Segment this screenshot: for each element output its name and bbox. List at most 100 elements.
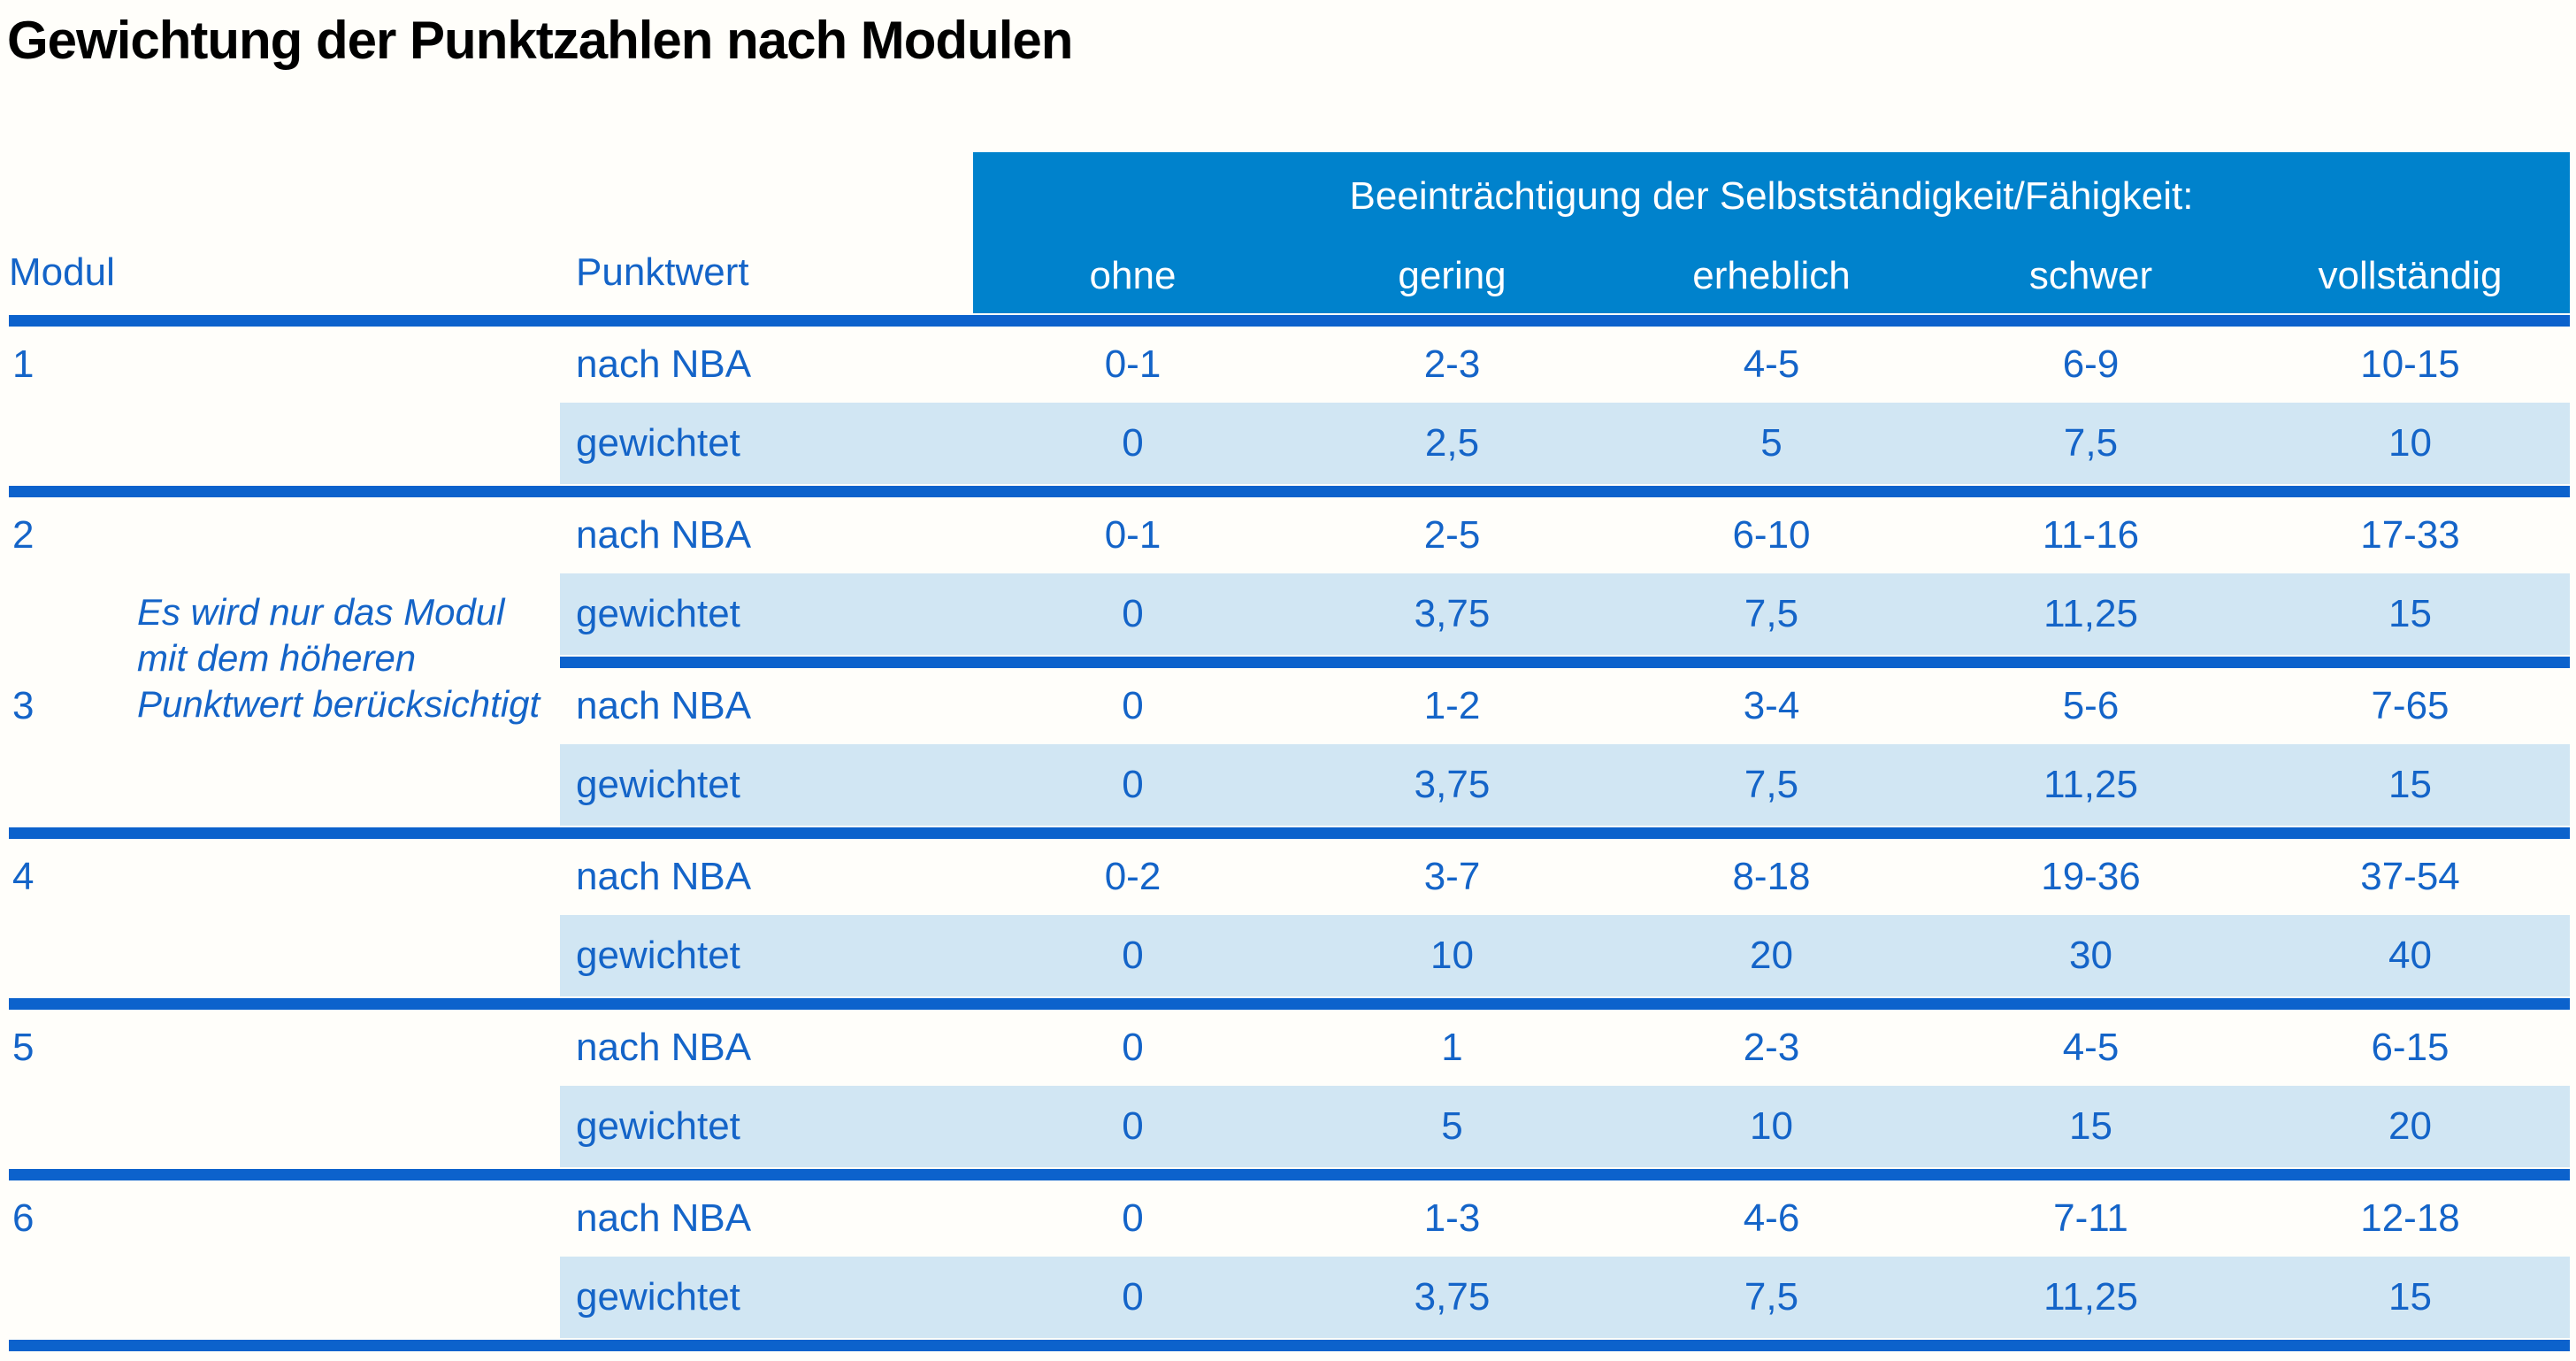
module-4-weighted-schwer: 30 — [1931, 915, 2250, 996]
module-5-nba-vollständig: 6-15 — [2371, 1026, 2450, 1069]
module-5-weighted-vollständig: 20 — [2250, 1086, 2570, 1167]
severity-header-erheblich: erheblich — [1692, 254, 1851, 297]
module-4-number-spacer — [9, 915, 560, 996]
module-3-nba-erheblich: 3-4 — [1743, 684, 1800, 727]
module-1-weighted-ohne: 0 — [973, 403, 1292, 484]
table-header-row: Modul Punktwert Beeinträchtigung der Sel… — [9, 152, 2570, 313]
module-6-block: 6 nach NBA 0 1-3 4-6 7-11 12-18 gewichtet 0 3,75 7… — [9, 1180, 2570, 1338]
module-5-weighted-row: gewichtet 0 5 10 15 20 — [9, 1086, 2570, 1167]
module-4-nba-gering: 3-7 — [1423, 855, 1481, 898]
module-6-weighted-schwer: 11,25 — [1931, 1257, 2250, 1338]
severity-header-row: ohne gering erheblich schwer vollständig — [973, 253, 2570, 299]
module-1-nba-gering: 2-3 — [1423, 342, 1481, 386]
module-6-nba-ohne: 0 — [1122, 1196, 1144, 1240]
module-6-weighted-gering: 3,75 — [1292, 1257, 1612, 1338]
module-5-number-spacer — [9, 1086, 560, 1167]
module-3-number-spacer — [9, 744, 560, 826]
module-2-nba-vollständig: 17-33 — [2360, 513, 2460, 557]
module-1-nba-vollständig: 10-15 — [2360, 342, 2460, 386]
module-2-weighted-vollständig: 15 — [2250, 573, 2570, 655]
module-4-weighted-label: gewichtet — [560, 915, 973, 996]
module-3-number: 3 — [12, 684, 34, 727]
module-1-weighted-gering: 2,5 — [1292, 403, 1612, 484]
module-5-block: 5 nach NBA 0 1 2-3 4-5 6-15 gewichtet 0 5 10 15 20 — [9, 1010, 2570, 1167]
module-5-separator-rule — [9, 1169, 2570, 1180]
module-3-nba-label: nach NBA — [576, 684, 752, 727]
module-5-weighted-label: gewichtet — [560, 1086, 973, 1167]
severity-header-gering: gering — [1398, 254, 1506, 297]
module-5-weighted-gering: 5 — [1292, 1086, 1612, 1167]
module-5-number: 5 — [12, 1026, 34, 1069]
module-4-weighted-vollständig: 40 — [2250, 915, 2570, 996]
module-5-nba-gering: 1 — [1441, 1026, 1463, 1069]
module-3-weighted-label: gewichtet — [560, 744, 973, 826]
module-6-nba-schwer: 7-11 — [2053, 1196, 2128, 1240]
module-4-nba-ohne: 0-2 — [1104, 855, 1162, 898]
note-line: mit dem höheren — [137, 637, 417, 679]
header-separator-rule — [9, 315, 2570, 327]
module-1-weighted-vollständig: 10 — [2250, 403, 2570, 484]
module-4-weighted-ohne: 0 — [973, 915, 1292, 996]
severity-header-vollständig: vollständig — [2318, 254, 2503, 297]
module-1-nba-ohne: 0-1 — [1104, 342, 1162, 386]
module-1-weighted-label: gewichtet — [560, 403, 973, 484]
module-6-nba-erheblich: 4-6 — [1743, 1196, 1800, 1240]
module-5-nba-row: 5 nach NBA 0 1 2-3 4-5 6-15 — [9, 1010, 2570, 1086]
note-line: Punktwert berücksichtigt — [137, 683, 540, 725]
module-6-weighted-vollständig: 15 — [2250, 1257, 2570, 1338]
module-6-weighted-ohne: 0 — [973, 1257, 1292, 1338]
severity-header-ohne: ohne — [1089, 254, 1177, 297]
module-6-nba-row: 6 nach NBA 0 1-3 4-6 7-11 12-18 — [9, 1180, 2570, 1257]
module-3-weighted-schwer: 11,25 — [1931, 744, 2250, 826]
page-title: Gewichtung der Punktzahlen nach Modulen — [7, 11, 1073, 70]
column-header-punktwert: Punktwert — [576, 250, 749, 294]
module-4-number: 4 — [12, 855, 34, 898]
module-rows: 1 nach NBA 0-1 2-3 4-5 6-9 10-15 gewichtet 0 2,5 5… — [9, 327, 2570, 1351]
module-2-weighted-row: gewichtet 0 3,75 7,5 11,25 15 — [9, 573, 2570, 655]
module-5-nba-schwer: 4-5 — [2062, 1026, 2120, 1069]
module-1-nba-erheblich: 4-5 — [1743, 342, 1800, 386]
module-6-number: 6 — [12, 1196, 34, 1240]
module-2-nba-row: 2 nach NBA 0-1 2-5 6-10 11-16 17-33 — [9, 497, 2570, 573]
module-6-number-spacer — [9, 1257, 560, 1338]
weighting-table: Modul Punktwert Beeinträchtigung der Sel… — [9, 152, 2570, 1351]
module-4-nba-vollständig: 37-54 — [2360, 855, 2460, 898]
module-3-nba-schwer: 5-6 — [2062, 684, 2120, 727]
module-5-nba-ohne: 0 — [1122, 1026, 1144, 1069]
module-1-number: 1 — [12, 342, 34, 386]
module-3-nba-vollständig: 7-65 — [2371, 684, 2450, 727]
module-2-weighted-schwer: 11,25 — [1931, 573, 2250, 655]
severity-group-header-box: Beeinträchtigung der Selbstständigkeit/F… — [973, 152, 2570, 313]
module-3-nba-ohne: 0 — [1122, 684, 1144, 727]
module-5-nba-erheblich: 2-3 — [1743, 1026, 1800, 1069]
module-2-3-note: Es wird nur das Modul mit dem höheren Pu… — [137, 589, 597, 727]
module-1-nba-label: nach NBA — [576, 342, 752, 386]
module-5-weighted-schwer: 15 — [1931, 1086, 2250, 1167]
module-3-weighted-vollständig: 15 — [2250, 744, 2570, 826]
module-4-weighted-erheblich: 20 — [1612, 915, 1931, 996]
module-5-weighted-erheblich: 10 — [1612, 1086, 1931, 1167]
module-6-weighted-row: gewichtet 0 3,75 7,5 11,25 15 — [9, 1257, 2570, 1338]
module-1-number-spacer — [9, 403, 560, 484]
module-3-block: 3 nach NBA 0 1-2 3-4 5-6 7-65 gewichtet 0 3,75 7,5… — [9, 668, 2570, 826]
module-2-weighted-label: gewichtet — [560, 573, 973, 655]
module-6-nba-label: nach NBA — [576, 1196, 752, 1240]
module-2-nba-erheblich: 6-10 — [1732, 513, 1811, 557]
module-1-weighted-erheblich: 5 — [1612, 403, 1931, 484]
module-2-nba-schwer: 11-16 — [2042, 513, 2140, 557]
module-5-weighted-ohne: 0 — [973, 1086, 1292, 1167]
column-header-modul: Modul — [9, 250, 115, 294]
module-2-number: 2 — [12, 513, 34, 557]
module-4-nba-erheblich: 8-18 — [1732, 855, 1811, 898]
module-3-nba-row: 3 nach NBA 0 1-2 3-4 5-6 7-65 — [9, 668, 2570, 744]
module-2-weighted-erheblich: 7,5 — [1612, 573, 1931, 655]
module-6-weighted-erheblich: 7,5 — [1612, 1257, 1931, 1338]
module-6-nba-vollständig: 12-18 — [2360, 1196, 2460, 1240]
module-4-nba-label: nach NBA — [576, 855, 752, 898]
module-2-nba-label: nach NBA — [576, 513, 752, 557]
module-5-nba-label: nach NBA — [576, 1026, 752, 1069]
module-3-separator-rule — [9, 827, 2570, 839]
module-4-nba-row: 4 nach NBA 0-2 3-7 8-18 19-36 37-54 — [9, 839, 2570, 915]
module-1-weighted-row: gewichtet 0 2,5 5 7,5 10 — [9, 403, 2570, 484]
